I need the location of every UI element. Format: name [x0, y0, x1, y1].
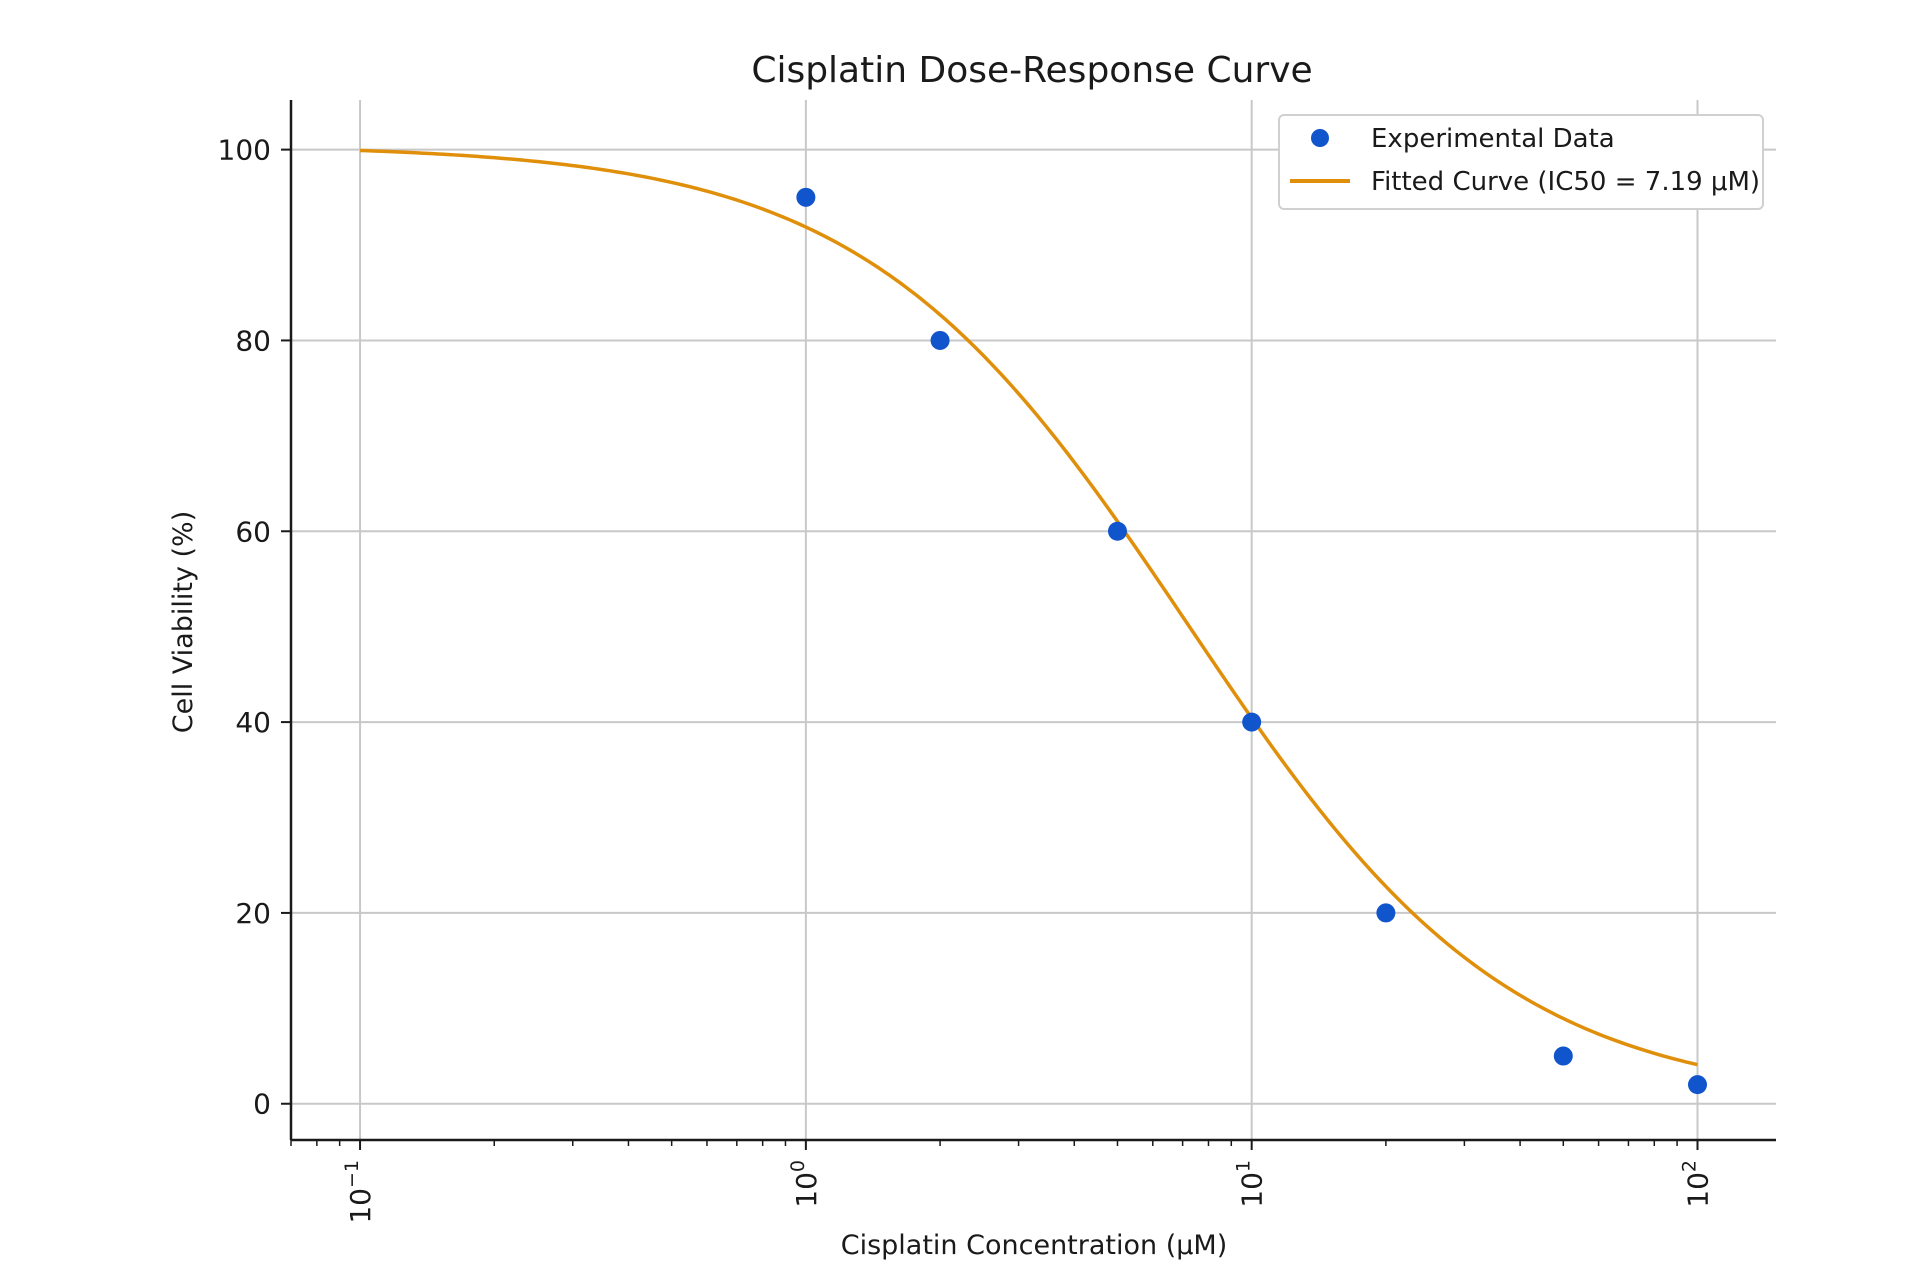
legend-box [1278, 114, 1764, 210]
data-point [1553, 1046, 1573, 1066]
x-tick-label: 100 [787, 1160, 823, 1208]
data-point [1242, 712, 1262, 732]
fitted-curve-line [359, 148, 1698, 1067]
legend-label-experimental: Experimental Data [1371, 124, 1615, 154]
data-points-layer [796, 187, 1707, 1095]
legend-marker-experimental [1311, 129, 1329, 147]
chart-title: Cisplatin Dose-Response Curve [751, 50, 1312, 91]
fitted-curve-layer [359, 148, 1698, 1067]
y-tick-label: 60 [235, 515, 271, 548]
legend: Experimental Data Fitted Curve (IC50 = 7… [1278, 114, 1764, 210]
x-tick-label: 102 [1678, 1160, 1714, 1208]
grid-lines [291, 100, 1776, 1140]
x-axis-ticks: 10−1 100 101 102 [290, 1140, 1714, 1224]
data-point [930, 330, 950, 350]
y-tick-label: 20 [235, 897, 271, 930]
x-tick-label: 101 [1233, 1160, 1269, 1208]
legend-label-fitted: Fitted Curve (IC50 = 7.19 μM) [1371, 167, 1760, 197]
data-point [796, 187, 816, 207]
x-axis-title: Cisplatin Concentration (μM) [841, 1230, 1228, 1261]
data-point [1376, 903, 1396, 923]
y-tick-label: 40 [235, 706, 271, 739]
y-axis-ticks: 0 20 40 60 80 100 [218, 134, 291, 1121]
y-tick-label: 0 [253, 1088, 271, 1121]
y-tick-label: 80 [235, 324, 271, 357]
data-point [1107, 521, 1127, 541]
data-point [1687, 1075, 1707, 1095]
y-axis-title: Cell Viability (%) [168, 511, 199, 734]
y-tick-label: 100 [218, 134, 271, 167]
x-tick-label: 10−1 [341, 1160, 377, 1224]
